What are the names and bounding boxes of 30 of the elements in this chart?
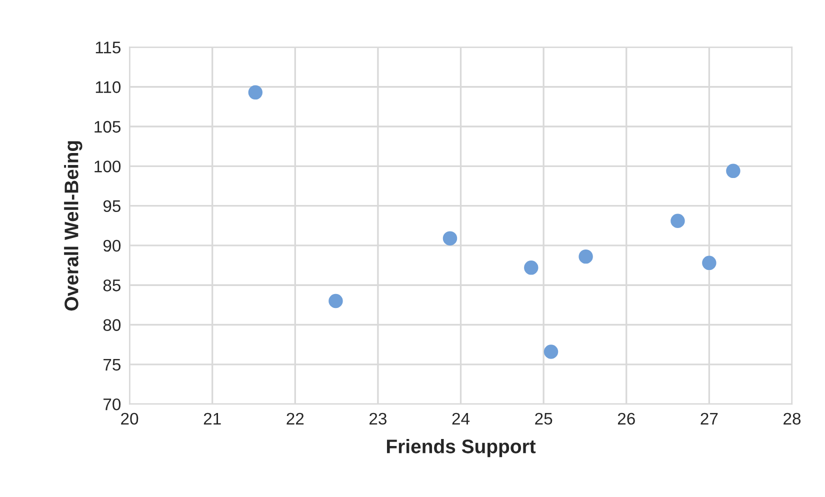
y-tick-label: 90 [103,240,121,252]
y-tick-label: 95 [103,200,120,212]
y-tick-label: 70 [104,398,121,410]
point [524,260,538,275]
y-axis-title: Overall Well-Being [64,141,82,311]
point [248,85,263,100]
y-tick-label: 105 [94,120,120,133]
point [544,344,558,359]
point [726,164,740,178]
x-axis-title: Friends Support [386,439,536,458]
x-tick-label: 22 [286,412,304,424]
y-tick-label: 115 [96,42,120,54]
point [328,294,343,308]
point [702,256,716,270]
y-tick-label: 85 [103,280,120,292]
point [442,231,458,246]
x-tick-label: 25 [535,412,552,425]
point [670,214,685,228]
y-tick-label: 100 [94,160,121,172]
point [578,249,593,264]
y-tick-label: 80 [103,319,121,331]
x-tick-label: 27 [700,412,718,424]
x-tick-label: 26 [618,412,635,425]
x-tick-label: 20 [121,412,138,425]
x-tick-label: 21 [204,412,221,424]
x-tick-label: 24 [452,412,470,424]
x-tick-label: 28 [784,412,801,425]
y-tick-label: 75 [104,358,120,371]
y-tick-label: 110 [96,81,121,94]
x-tick-label: 23 [370,412,386,425]
